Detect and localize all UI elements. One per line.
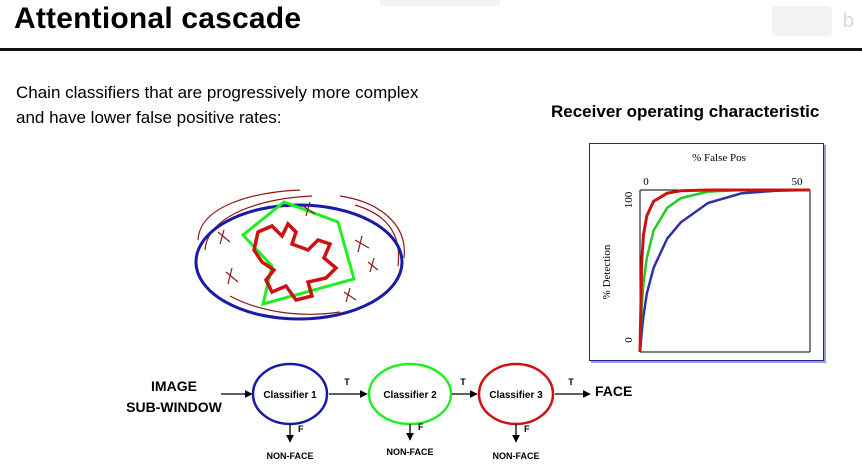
output-label: FACE: [595, 383, 632, 399]
roc-series-3-line: [638, 188, 811, 353]
roc-frame: [589, 143, 824, 361]
input-label-line1: IMAGE: [151, 378, 197, 394]
top-decoration: [380, 0, 500, 6]
scribble-strokes: [197, 189, 405, 315]
scribble-stroke: [197, 189, 301, 241]
slide-title: Attentional cascade: [14, 2, 302, 35]
slide-body: Chain classifiers that are progressively…: [16, 80, 486, 130]
input-label-line2: SUB-WINDOW: [126, 399, 222, 415]
roc-y-tick-top: 100: [623, 191, 635, 208]
image-region-ellipse: [194, 203, 404, 321]
classifier-2-label: Classifier 2: [383, 390, 437, 401]
roc-y-tick-bottom: 0: [623, 337, 635, 343]
roc-x-tick-start: 0: [643, 176, 649, 188]
sketch-mark: [225, 267, 239, 285]
true-label-3: T: [568, 377, 574, 387]
scribble-stroke: [229, 295, 341, 315]
false-label-3: F: [524, 424, 530, 434]
roc-x-label: % False Pos: [692, 152, 746, 164]
title-divider: [0, 48, 862, 51]
body-line-2: and have lower false positive rates:: [16, 108, 282, 127]
classifier-1-label: Classifier 1: [263, 390, 317, 401]
classifier-3-label: Classifier 3: [489, 390, 543, 401]
reject-label-3: NON-FACE: [493, 451, 540, 461]
roc-x-tick-end: 50: [792, 176, 804, 188]
scribble-stroke: [339, 195, 405, 259]
roc-series-group: [638, 188, 811, 353]
sketch-mark: [343, 287, 357, 303]
watermark-logo: [772, 6, 832, 36]
false-label-1: F: [298, 424, 304, 434]
roc-heading: Receiver operating characteristic: [551, 102, 820, 121]
reject-label-1: NON-FACE: [267, 451, 314, 461]
roc-y-label: % Detection: [601, 244, 613, 299]
body-line-1: Chain classifiers that are progressively…: [16, 83, 419, 102]
sketch-mark: [217, 229, 231, 245]
sketch-marks: [217, 201, 379, 303]
scribble-stroke: [204, 195, 313, 251]
sketch-mark: [354, 235, 370, 253]
roc-series-1-line: [638, 188, 810, 353]
scribble-stroke: [354, 204, 400, 267]
watermark-mark-icon: b: [842, 10, 854, 32]
sketch-mark: [302, 201, 316, 217]
true-label-2: T: [460, 377, 466, 387]
sketch-mark: [367, 257, 379, 273]
true-label-1: T: [344, 377, 350, 387]
false-label-2: F: [418, 422, 424, 432]
reject-label-2: NON-FACE: [387, 447, 434, 457]
candidate-region: [240, 200, 356, 307]
face-region: [252, 221, 339, 302]
